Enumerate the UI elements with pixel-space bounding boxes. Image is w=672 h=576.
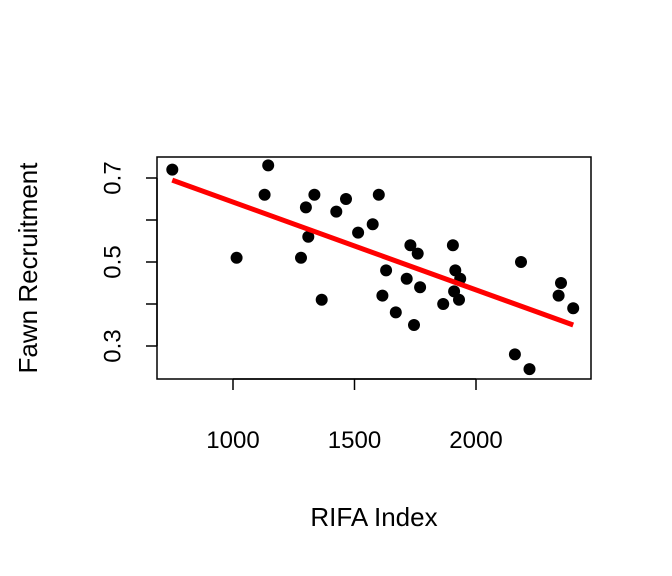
y-axis-title: Fawn Recruitment — [13, 162, 43, 374]
data-point — [262, 159, 275, 172]
data-point — [414, 281, 427, 294]
data-point — [372, 188, 385, 201]
data-point — [258, 188, 271, 201]
data-point — [380, 264, 393, 277]
data-point — [408, 319, 420, 331]
data-point — [315, 293, 328, 306]
plot-frame — [156, 156, 592, 380]
x-axis: 1000 1500 2000 — [206, 378, 503, 454]
data-point — [330, 205, 343, 218]
data-point — [302, 230, 315, 243]
data-point — [299, 201, 312, 214]
data-point — [404, 239, 417, 252]
data-point — [446, 239, 459, 252]
data-point — [552, 289, 565, 302]
data-point — [308, 188, 321, 201]
x-axis-title: RIFA Index — [310, 502, 437, 532]
x-tick-label: 1500 — [328, 427, 381, 454]
data-point — [400, 272, 413, 285]
data-point — [389, 306, 402, 319]
data-point — [340, 193, 352, 205]
data-point — [166, 163, 179, 176]
regression-line-layer — [171, 177, 575, 328]
y-tick-label: 0.3 — [100, 329, 127, 362]
data-point — [523, 363, 536, 376]
data-points — [166, 159, 580, 376]
data-point — [366, 218, 379, 231]
data-point — [295, 251, 307, 264]
data-point — [567, 302, 580, 315]
data-point — [508, 348, 521, 361]
data-point — [437, 298, 450, 310]
data-point — [230, 251, 243, 264]
data-point — [376, 289, 389, 302]
data-point — [515, 256, 527, 268]
y-axis: 0.3 0.5 0.7 — [100, 161, 158, 363]
data-point — [411, 247, 424, 260]
x-tick-label: 2000 — [449, 427, 502, 454]
y-tick-label: 0.7 — [100, 161, 127, 194]
x-tick-label: 1000 — [206, 427, 259, 454]
y-tick-label: 0.5 — [100, 245, 127, 278]
data-point — [352, 226, 365, 239]
data-point — [453, 293, 465, 306]
regression-line — [171, 177, 575, 328]
data-point — [555, 277, 567, 289]
